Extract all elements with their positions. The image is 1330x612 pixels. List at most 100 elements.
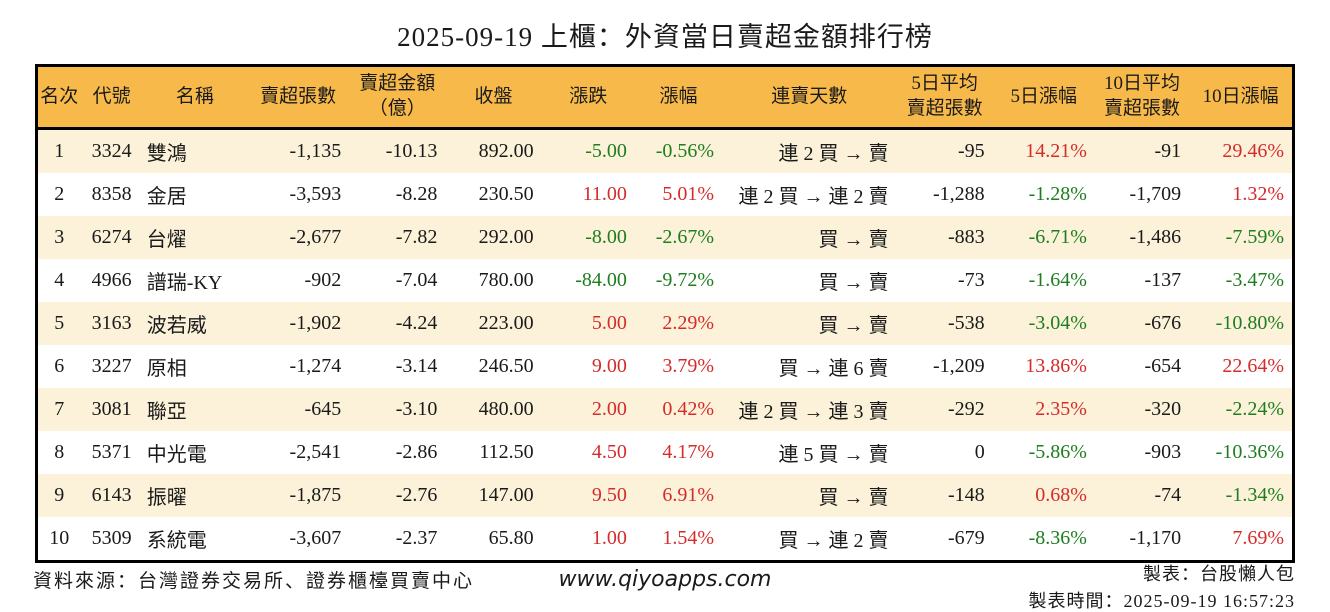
streak-cell: 買 → 連 2 賣	[778, 530, 889, 552]
table-row: 5 3163 波若威 -1,902 -4.24 223.00 5.00 2.29% 買 → 賣 -…	[36, 302, 1294, 345]
rank-cell: 1	[54, 140, 65, 162]
rank-cell: 8	[54, 441, 65, 463]
header-row: 名次 代號 名稱 賣超張數 賣超金額 （億） 收盤 漲跌 漲幅 連賣天數 5日平…	[36, 65, 1294, 130]
change-cell: 4.50	[591, 441, 627, 463]
name-cell: 譜瑞-KY	[146, 272, 223, 294]
header-code: 代號	[80, 65, 143, 130]
avg5-cell: -883	[948, 226, 985, 248]
rank-cell: 4	[54, 269, 65, 291]
pct5-cell: 0.68%	[1035, 484, 1087, 506]
close-cell: 147.00	[478, 484, 534, 506]
name-cell: 台燿	[146, 229, 187, 251]
code-cell: 3324	[91, 140, 132, 162]
streak-cell: 買 → 賣	[818, 272, 889, 294]
change-cell: 2.00	[591, 398, 627, 420]
pct5-cell: -1.64%	[1028, 269, 1087, 291]
amount-cell: -3.10	[395, 398, 438, 420]
pct10-cell: 22.64%	[1222, 355, 1284, 377]
avg10-cell: -91	[1154, 140, 1182, 162]
amount-cell: -4.24	[395, 312, 438, 334]
maker-credit: 製表：台股懶人包	[1143, 564, 1295, 584]
streak-cell: 買 → 賣	[818, 487, 889, 509]
avg5-cell: -538	[948, 312, 985, 334]
change-cell: -84.00	[575, 269, 627, 291]
table-row: 7 3081 聯亞 -645 -3.10 480.00 2.00 0.42% 連 2 買 → 連…	[36, 388, 1294, 431]
streak-cell: 買 → 賣	[818, 229, 889, 251]
pct10-cell: 1.32%	[1232, 183, 1284, 205]
code-cell: 4966	[91, 269, 132, 291]
avg10-cell: -676	[1144, 312, 1182, 334]
pct10-cell: -1.34%	[1225, 484, 1284, 506]
streak-cell: 連 5 買 → 賣	[778, 444, 889, 466]
name-cell: 中光電	[146, 444, 207, 466]
pct5-cell: 2.35%	[1035, 398, 1087, 420]
avg5-cell: -1,209	[933, 355, 985, 377]
page-title: 2025-09-19 上櫃：外資當日賣超金額排行榜	[397, 22, 933, 52]
net-sell-cell: -3,593	[289, 183, 342, 205]
close-cell: 246.50	[478, 355, 534, 377]
pct10-cell: 29.46%	[1222, 140, 1284, 162]
name-cell: 波若威	[146, 315, 207, 337]
amount-cell: -3.14	[395, 355, 438, 377]
header-rank: 名次	[36, 65, 81, 130]
pct-cell: 6.91%	[662, 484, 715, 506]
amount-cell: -8.28	[395, 183, 438, 205]
pct10-cell: 7.69%	[1232, 527, 1284, 549]
pct-cell: 1.54%	[662, 527, 715, 549]
avg5-cell: -148	[948, 484, 985, 506]
net-sell-cell: -1,902	[289, 312, 342, 334]
streak-cell: 連 2 買 → 連 3 賣	[738, 401, 889, 423]
avg10-cell: -137	[1144, 269, 1182, 291]
header-amount: 賣超金額 （億）	[349, 65, 446, 130]
amount-cell: -2.37	[395, 527, 438, 549]
rank-cell: 7	[54, 398, 65, 420]
amount-cell: -10.13	[385, 140, 438, 162]
rank-cell: 3	[54, 226, 65, 248]
avg10-cell: -654	[1144, 355, 1182, 377]
avg10-cell: -74	[1154, 484, 1182, 506]
pct-cell: -0.56%	[655, 140, 715, 162]
close-cell: 292.00	[478, 226, 534, 248]
avg10-cell: -320	[1144, 398, 1182, 420]
header-close: 收盤	[445, 65, 542, 130]
pct-cell: 0.42%	[662, 398, 715, 420]
pct10-cell: -7.59%	[1225, 226, 1284, 248]
avg5-cell: -73	[958, 269, 985, 291]
name-cell: 系統電	[146, 530, 207, 552]
avg5-cell: -679	[948, 527, 985, 549]
avg5-cell: -1,288	[933, 183, 985, 205]
header-pct5: 5日漲幅	[992, 65, 1095, 130]
net-sell-cell: -1,135	[289, 140, 342, 162]
close-cell: 780.00	[478, 269, 534, 291]
close-cell: 480.00	[478, 398, 534, 420]
avg10-cell: -903	[1144, 441, 1182, 463]
header-name: 名稱	[142, 65, 247, 130]
code-cell: 6143	[91, 484, 132, 506]
name-cell: 金居	[146, 186, 187, 208]
header-pct: 漲幅	[634, 65, 723, 130]
table-row: 6 3227 原相 -1,274 -3.14 246.50 9.00 3.79% 買 → 連 6…	[36, 345, 1294, 388]
net-sell-cell: -1,875	[289, 484, 342, 506]
header-streak: 連賣天數	[722, 65, 897, 130]
net-sell-cell: -902	[304, 269, 342, 291]
name-cell: 雙鴻	[146, 143, 187, 165]
net-sell-cell: -3,607	[289, 527, 342, 549]
change-cell: 1.00	[591, 527, 627, 549]
code-cell: 3227	[91, 355, 132, 377]
name-cell: 原相	[146, 358, 187, 380]
code-cell: 6274	[91, 226, 132, 248]
code-cell: 5371	[91, 441, 132, 463]
change-cell: -8.00	[585, 226, 627, 248]
code-cell: 8358	[91, 183, 132, 205]
header-avg5: 5日平均 賣超張數	[896, 65, 993, 130]
table-row: 9 6143 振曜 -1,875 -2.76 147.00 9.50 6.91% 買 → 賣 -1…	[36, 474, 1294, 517]
change-cell: 5.00	[591, 312, 627, 334]
close-cell: 892.00	[478, 140, 534, 162]
amount-cell: -7.82	[395, 226, 438, 248]
avg5-cell: -292	[948, 398, 985, 420]
pct5-cell: 13.86%	[1025, 355, 1087, 377]
avg10-cell: -1,486	[1129, 226, 1182, 248]
rank-cell: 9	[54, 484, 65, 506]
amount-cell: -2.76	[395, 484, 438, 506]
